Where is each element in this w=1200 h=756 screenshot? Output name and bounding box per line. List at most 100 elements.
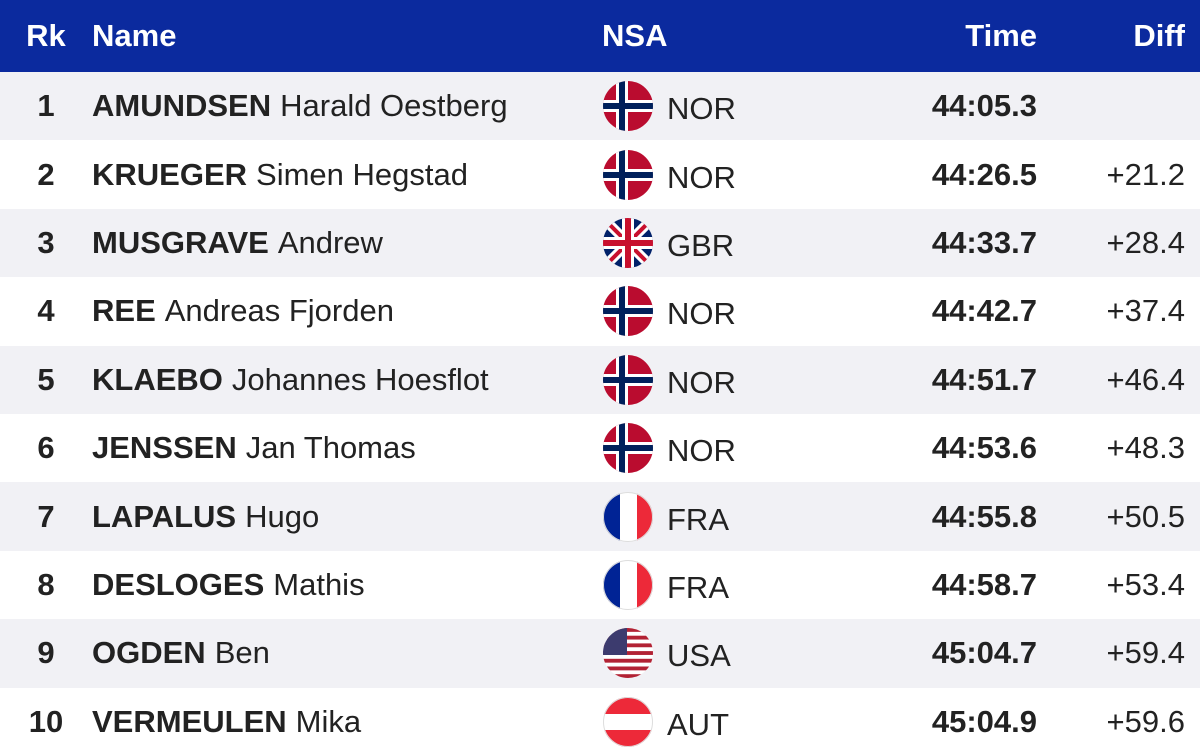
- surname: AMUNDSEN: [92, 88, 272, 124]
- athlete-name: JENSSEN Jan Thomas: [92, 414, 416, 482]
- result-row: 2 KRUEGER Simen Hegstad NOR 44:26.5 +21.2: [0, 140, 1200, 208]
- rank: 4: [37, 293, 55, 329]
- flag: [603, 423, 653, 473]
- given-name: Andreas Fjorden: [164, 293, 394, 329]
- given-name: Ben: [214, 635, 270, 671]
- flag-cell: [603, 277, 653, 345]
- rank: 7: [37, 498, 55, 534]
- given-name: Mathis: [273, 566, 365, 602]
- surname: OGDEN: [92, 635, 206, 671]
- surname: KLAEBO: [92, 361, 223, 397]
- flag: [603, 697, 653, 747]
- diff: +21.2: [1106, 156, 1185, 192]
- time: 45:04.7: [931, 635, 1037, 671]
- result-row: 4 REE Andreas Fjorden NOR 44:42.7 +37.4: [0, 277, 1200, 345]
- given-name: Simen Hegstad: [256, 156, 468, 192]
- time: 45:04.9: [931, 703, 1037, 739]
- flag: [603, 218, 653, 268]
- rank: 9: [37, 635, 55, 671]
- result-row: 5 KLAEBO Johannes Hoesflot NOR 44:51.7 +46.4: [0, 345, 1200, 414]
- time: 44:58.7: [931, 566, 1037, 602]
- nsa-code: NOR: [667, 159, 736, 195]
- athlete-name: DESLOGES Mathis: [92, 551, 365, 619]
- result-row: 7 LAPALUS Hugo FRA 44:55.8 +50.5: [0, 482, 1200, 551]
- given-name: Jan Thomas: [245, 430, 416, 466]
- surname: VERMEULEN: [92, 703, 287, 739]
- surname: JENSSEN: [92, 430, 237, 466]
- flag-cell: [603, 619, 653, 687]
- header-rank: Rk: [26, 18, 66, 53]
- result-row: 6 JENSSEN Jan Thomas NOR 44:53.6 +48.3: [0, 414, 1200, 482]
- diff: +59.6: [1106, 703, 1185, 739]
- flag: [603, 560, 653, 610]
- flag-cell: [603, 346, 653, 414]
- header-name: Name: [92, 18, 177, 53]
- given-name: Hugo: [245, 498, 320, 534]
- diff: +50.5: [1106, 498, 1185, 534]
- time: 44:05.3: [931, 88, 1037, 124]
- nsa-code: USA: [667, 638, 731, 674]
- surname: REE: [92, 293, 156, 329]
- nsa-code: NOR: [667, 364, 736, 400]
- nsa-code: GBR: [667, 227, 735, 263]
- athlete-name: REE Andreas Fjorden: [92, 277, 394, 345]
- athlete-name: KLAEBO Johannes Hoesflot: [92, 346, 489, 414]
- diff: +28.4: [1106, 224, 1185, 260]
- diff: +48.3: [1106, 430, 1185, 466]
- flag-cell: [603, 209, 653, 277]
- rank: 3: [37, 224, 55, 260]
- athlete-name: VERMEULEN Mika: [92, 688, 361, 756]
- flag: [603, 286, 653, 336]
- nsa-code: FRA: [667, 501, 729, 537]
- diff: +37.4: [1106, 293, 1185, 329]
- header-row: Rk Name NSA Time Diff: [0, 0, 1200, 72]
- flag-cell: [603, 482, 653, 550]
- rank: 5: [37, 361, 55, 397]
- flag-cell: [603, 551, 653, 619]
- athlete-name: KRUEGER Simen Hegstad: [92, 140, 468, 208]
- time: 44:53.6: [931, 430, 1037, 466]
- time: 44:42.7: [931, 293, 1037, 329]
- result-row: 3 MUSGRAVE Andrew GBR 44:33.7 +28.4: [0, 208, 1200, 278]
- given-name: Harald Oestberg: [280, 88, 508, 124]
- surname: DESLOGES: [92, 566, 265, 602]
- rank: 1: [37, 88, 55, 124]
- athlete-name: AMUNDSEN Harald Oestberg: [92, 72, 508, 140]
- flag-cell: [603, 72, 653, 140]
- given-name: Mika: [295, 703, 362, 739]
- result-row: 1 AMUNDSEN Harald Oestberg NOR 44:05.3: [0, 72, 1200, 141]
- rank: 6: [37, 430, 55, 466]
- diff: +46.4: [1106, 361, 1185, 397]
- rank: 10: [28, 703, 64, 739]
- time: 44:26.5: [931, 156, 1037, 192]
- nsa-code: NOR: [667, 433, 736, 469]
- result-row: 9 OGDEN Ben USA 45:04.7 +59.4: [0, 619, 1200, 688]
- time: 44:51.7: [931, 361, 1037, 397]
- nsa-code: AUT: [667, 706, 729, 742]
- rank: 8: [37, 566, 55, 602]
- surname: LAPALUS: [92, 498, 237, 534]
- surname: MUSGRAVE: [92, 224, 269, 260]
- given-name: Andrew: [277, 224, 383, 260]
- flag: [603, 81, 653, 131]
- athlete-name: MUSGRAVE Andrew: [92, 209, 383, 277]
- result-row: 10 VERMEULEN Mika AUT 45:04.9 +59.6: [0, 688, 1200, 756]
- flag-cell: [603, 414, 653, 482]
- time: 44:33.7: [931, 224, 1037, 260]
- result-row: 8 DESLOGES Mathis FRA 44:58.7 +53.4: [0, 551, 1200, 619]
- header-diff: Diff: [1133, 18, 1185, 53]
- flag-cell: [603, 140, 653, 208]
- time: 44:55.8: [931, 498, 1037, 534]
- rank: 2: [37, 156, 55, 192]
- athlete-name: OGDEN Ben: [92, 619, 270, 687]
- flag-cell: [603, 688, 653, 756]
- athlete-name: LAPALUS Hugo: [92, 482, 319, 550]
- flag: [603, 355, 653, 405]
- nsa-code: FRA: [667, 569, 729, 605]
- flag: [603, 492, 653, 542]
- diff: +59.4: [1106, 635, 1185, 671]
- nsa-code: NOR: [667, 296, 736, 332]
- flag: [603, 150, 653, 200]
- nsa-code: NOR: [667, 91, 736, 127]
